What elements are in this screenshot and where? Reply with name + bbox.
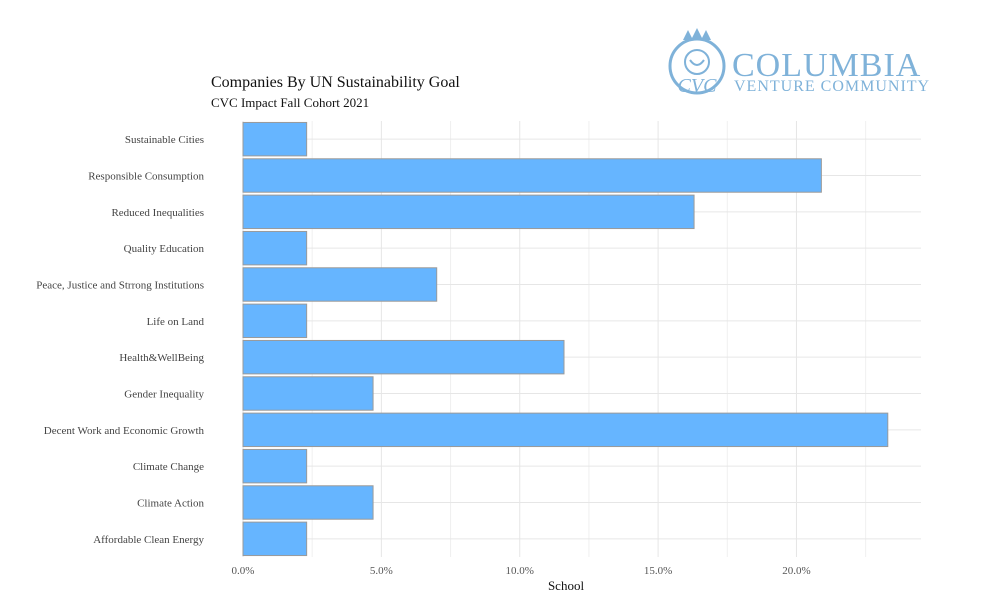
chart-subtitle: CVC Impact Fall Cohort 2021: [211, 95, 369, 110]
x-tick-labels: 0.0% 5.0% 10.0% 15.0% 20.0%: [232, 565, 811, 577]
logo-subtitle: VENTURE COMMUNITY: [734, 78, 930, 95]
x-tick-label: 10.0%: [506, 565, 534, 577]
bar: [242, 194, 695, 230]
bar: [242, 158, 822, 193]
category-label: Climate Action: [137, 498, 204, 510]
bar: [242, 485, 374, 520]
category-label: Responsible Consumption: [88, 171, 204, 183]
x-axis-title: School: [548, 578, 585, 593]
bar: [242, 267, 438, 302]
svg-text:CVC: CVC: [678, 75, 718, 97]
category-label: Quality Education: [124, 243, 205, 255]
bar: [242, 376, 374, 411]
bar: [242, 448, 308, 484]
category-label: Sustainable Cities: [125, 134, 204, 146]
category-label: Reduced Inequalities: [111, 207, 204, 219]
x-tick-label: 20.0%: [782, 565, 810, 577]
x-tick-label: 5.0%: [370, 565, 393, 577]
bar: [242, 121, 308, 157]
category-label: Affordable Clean Energy: [93, 534, 204, 546]
logo-title: COLUMBIA: [732, 47, 921, 84]
category-label: Climate Change: [133, 461, 204, 473]
x-tick-label: 0.0%: [232, 565, 255, 577]
lion-crest-icon: CVC: [668, 28, 726, 97]
category-label: Peace, Justice and Strrong Institutions: [36, 280, 204, 292]
category-label: Health&WellBeing: [119, 352, 204, 364]
bar: [242, 303, 308, 339]
category-label: Gender Inequality: [124, 389, 204, 401]
category-labels: Sustainable Cities Responsible Consumptio…: [36, 134, 204, 546]
bar: [242, 339, 565, 375]
bar: [242, 412, 889, 448]
category-label: Decent Work and Economic Growth: [44, 425, 205, 437]
bar: [242, 230, 308, 266]
category-label: Life on Land: [147, 316, 205, 328]
chart-title: Companies By UN Sustainability Goal: [211, 74, 460, 91]
bars: [242, 121, 889, 557]
bar: [242, 521, 308, 557]
x-tick-label: 15.0%: [644, 565, 672, 577]
columbia-logo: CVC COLUMBIA VENTURE COMMUNITY: [668, 28, 930, 97]
